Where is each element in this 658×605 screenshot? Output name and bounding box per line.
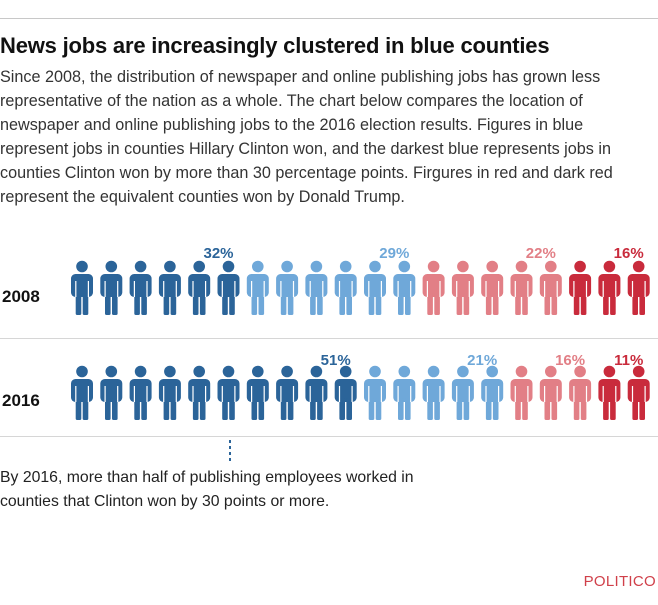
- person-icon-2008-2: [100, 260, 123, 315]
- person-icon-2008-12: [393, 260, 416, 315]
- person-icon-2008-4: [158, 260, 181, 315]
- row-divider: [0, 338, 658, 339]
- person-icon-2008-20: [627, 260, 650, 315]
- person-icon-2008-6: [217, 260, 240, 315]
- row-label-2008: 2008: [2, 287, 40, 306]
- chart-title: News jobs are increasingly clustered in …: [0, 33, 550, 58]
- person-icon-2008-18: [569, 260, 592, 315]
- percent-label-2016-4: 11%: [614, 352, 643, 369]
- person-icon-2016-1: [71, 365, 93, 420]
- person-icon-2008-10: [334, 260, 357, 315]
- person-icon-2016-14: [451, 365, 474, 420]
- person-icon-2016-3: [129, 365, 152, 420]
- person-icon-2016-5: [188, 365, 211, 420]
- person-icon-2016-19: [598, 365, 621, 420]
- row-label-2016: 2016: [2, 391, 40, 410]
- person-icon-2008-19: [598, 260, 621, 315]
- person-icon-2008-1: [71, 260, 93, 315]
- person-icon-2008-13: [422, 260, 445, 315]
- politico-logo: POLITICO: [583, 573, 656, 590]
- row-divider: [0, 436, 658, 437]
- person-icon-2008-11: [364, 260, 386, 315]
- person-icon-2008-8: [276, 260, 299, 315]
- percent-label-2016-2: 21%: [467, 352, 497, 369]
- person-icon-2016-2: [100, 365, 123, 420]
- person-icon-2008-17: [539, 260, 562, 315]
- person-icon-2016-6: [217, 365, 240, 420]
- percent-label-2008-1: 32%: [203, 245, 233, 262]
- person-icon-2016-17: [539, 365, 562, 420]
- person-icon-2016-13: [422, 365, 445, 420]
- person-icon-2016-18: [569, 365, 592, 420]
- person-icon-2008-3: [129, 260, 152, 315]
- person-icon-2016-16: [510, 365, 533, 420]
- percent-label-2008-4: 16%: [614, 245, 644, 262]
- person-icon-2016-15: [481, 365, 504, 420]
- person-icon-2016-10: [334, 365, 357, 420]
- percent-label-2016-1: 51%: [321, 352, 351, 369]
- pictogram-chart: 32% 29% 22% 16% 51% 21% 16% 11%: [71, 245, 650, 420]
- percent-label-2008-3: 22%: [526, 245, 556, 262]
- person-icon-2008-7: [246, 260, 269, 315]
- person-icon-2016-4: [158, 365, 181, 420]
- annotation-text: By 2016, more than half of publishing em…: [0, 469, 414, 510]
- top-rule: [0, 18, 658, 19]
- person-icon-2016-7: [246, 365, 269, 420]
- person-icon-2008-5: [188, 260, 211, 315]
- person-icon-2008-9: [305, 260, 328, 315]
- percent-label-2008-2: 29%: [379, 245, 409, 262]
- person-icon-2016-12: [393, 365, 416, 420]
- person-icon-2008-14: [451, 260, 474, 315]
- person-icon-2008-15: [481, 260, 504, 315]
- person-icon-2016-11: [364, 365, 386, 420]
- person-icon-2016-20: [627, 365, 650, 420]
- person-icon-2016-9: [305, 365, 328, 420]
- percent-label-2016-3: 16%: [555, 352, 585, 369]
- person-icon-2016-8: [276, 365, 299, 420]
- chart-subtitle: Since 2008, the distribution of newspape…: [0, 68, 613, 206]
- annotation-leader-line: [229, 440, 231, 464]
- person-icon-2008-16: [510, 260, 533, 315]
